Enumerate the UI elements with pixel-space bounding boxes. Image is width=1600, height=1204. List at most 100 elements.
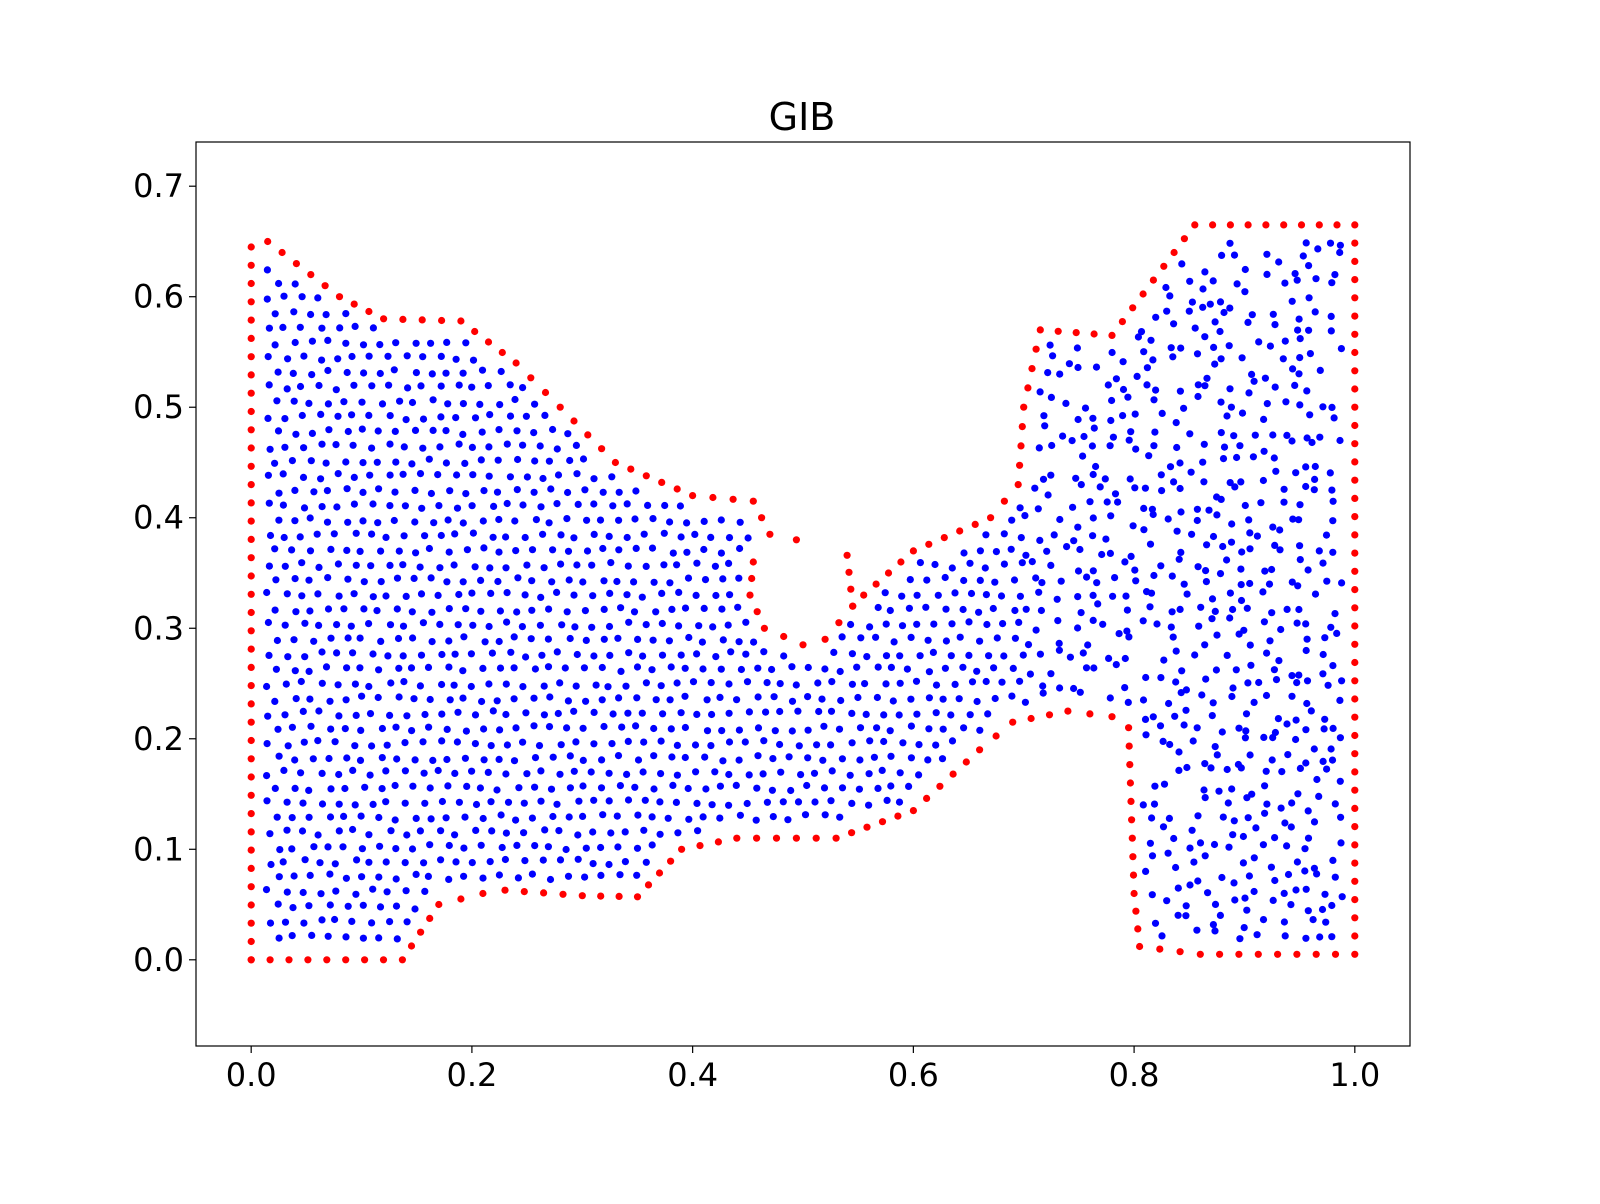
interior-point: [1260, 618, 1268, 626]
interior-point: [1216, 570, 1225, 578]
interior-point: [574, 500, 582, 508]
interior-point: [932, 681, 941, 689]
interior-point: [661, 501, 669, 510]
interior-point: [673, 561, 681, 569]
interior-point: [1186, 844, 1194, 852]
interior-point: [677, 651, 685, 659]
interior-point: [712, 653, 720, 661]
interior-point: [489, 707, 497, 715]
interior-point: [445, 548, 453, 556]
interior-point: [1036, 536, 1044, 545]
interior-point: [804, 726, 812, 734]
boundary-point: [1129, 304, 1137, 312]
interior-point: [1269, 431, 1277, 439]
interior-point: [640, 530, 648, 538]
interior-point: [717, 665, 725, 673]
boundary-point: [471, 327, 479, 336]
boundary-point: [365, 307, 373, 316]
interior-point: [522, 709, 530, 717]
interior-point: [1146, 603, 1154, 611]
interior-point: [1239, 859, 1247, 867]
interior-point: [597, 784, 606, 792]
interior-point: [1092, 363, 1101, 371]
interior-point: [1024, 641, 1033, 649]
boundary-point: [678, 845, 686, 853]
interior-point: [1218, 251, 1226, 259]
interior-point: [606, 651, 614, 660]
interior-point: [368, 444, 376, 452]
interior-point: [359, 341, 368, 349]
interior-point: [1272, 467, 1280, 475]
boundary-point: [247, 554, 255, 562]
interior-point: [1280, 918, 1288, 926]
interior-point: [479, 517, 487, 525]
boundary-point: [1351, 914, 1359, 922]
interior-point: [314, 831, 322, 839]
interior-point: [359, 901, 367, 909]
interior-point: [608, 473, 616, 481]
interior-point: [348, 352, 356, 361]
interior-point: [407, 664, 416, 672]
interior-point: [437, 827, 445, 835]
interior-point: [453, 471, 461, 479]
interior-point: [266, 445, 274, 453]
interior-point: [305, 902, 313, 910]
interior-point: [318, 916, 326, 924]
boundary-point: [615, 892, 623, 901]
interior-point: [1226, 239, 1234, 247]
interior-point: [683, 519, 691, 527]
interior-point: [605, 622, 614, 631]
interior-point: [1090, 424, 1098, 432]
interior-point: [292, 608, 300, 616]
interior-point: [1283, 605, 1291, 614]
interior-point: [461, 754, 469, 762]
interior-point: [1245, 516, 1253, 524]
interior-point: [1329, 497, 1337, 505]
interior-point: [769, 813, 777, 821]
interior-point: [352, 529, 360, 537]
interior-point: [795, 742, 803, 750]
interior-point: [1237, 565, 1245, 573]
interior-point: [1218, 728, 1226, 736]
boundary-point: [1351, 841, 1359, 849]
interior-point: [1213, 751, 1221, 759]
interior-point: [947, 711, 955, 719]
interior-point: [335, 800, 343, 808]
interior-point: [1229, 605, 1237, 614]
interior-point: [271, 545, 279, 553]
interior-point: [1139, 801, 1147, 809]
interior-point: [384, 352, 392, 360]
interior-point: [922, 603, 930, 611]
interior-point: [291, 486, 299, 494]
interior-point: [929, 648, 938, 657]
interior-point: [913, 710, 921, 718]
interior-point: [1281, 932, 1289, 940]
boundary-point: [323, 956, 331, 964]
interior-point: [391, 488, 399, 496]
interior-point: [446, 696, 454, 704]
interior-point: [1149, 713, 1157, 721]
boundary-point: [307, 271, 315, 279]
interior-point: [1186, 430, 1194, 438]
interior-point: [1336, 696, 1344, 705]
boundary-point: [598, 445, 606, 453]
interior-point: [1081, 404, 1090, 412]
interior-point: [352, 711, 360, 720]
interior-point: [1244, 814, 1252, 822]
boundary-point: [335, 293, 344, 301]
interior-point: [959, 605, 967, 614]
interior-point: [907, 695, 915, 703]
interior-point: [673, 771, 682, 779]
boundary-point: [1036, 326, 1044, 334]
interior-point: [1209, 277, 1217, 285]
boundary-point: [1351, 677, 1359, 685]
interior-point: [1287, 823, 1295, 831]
interior-point: [468, 767, 476, 775]
interior-point: [554, 471, 563, 479]
interior-point: [1230, 251, 1239, 259]
interior-point: [1168, 572, 1176, 580]
y-tick-label: 0.3: [133, 609, 184, 647]
interior-point: [616, 782, 625, 790]
interior-point: [1185, 307, 1193, 315]
interior-point: [378, 724, 386, 733]
